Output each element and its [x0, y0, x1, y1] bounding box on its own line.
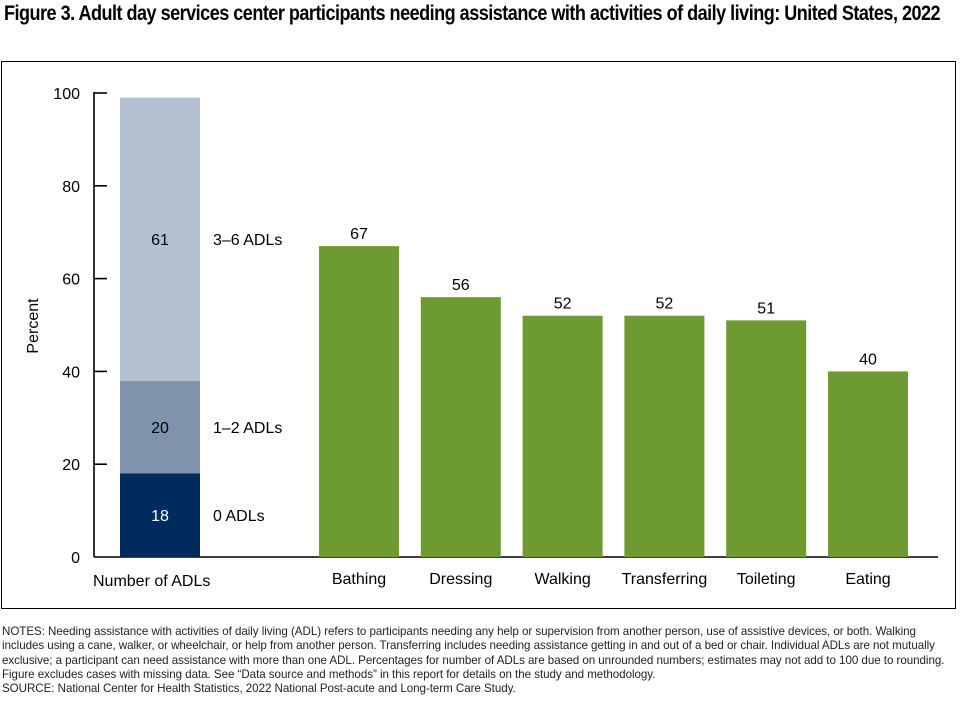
segment-legend-label: 1–2 ADLs [213, 420, 282, 437]
y-axis-label: Percent [25, 298, 42, 354]
stacked-segment-1-2-adls [120, 380, 200, 474]
chart-frame [1, 61, 956, 609]
x-category-label: Dressing [429, 571, 492, 588]
y-tick-label: 100 [53, 86, 80, 103]
bar-value-label: 40 [859, 351, 877, 368]
bar-transferring [624, 315, 705, 557]
bar-toileting [726, 320, 807, 557]
segment-legend-label: 0 ADLs [213, 508, 265, 525]
x-category-label: Transferring [622, 571, 708, 588]
bar-value-label: 51 [757, 300, 775, 317]
bar-value-label: 52 [554, 296, 572, 313]
y-tick-label: 60 [62, 272, 80, 289]
x-category-label: Walking [534, 571, 590, 588]
segment-value-label: 61 [151, 232, 169, 249]
segment-legend-label: 3–6 ADLs [213, 232, 282, 249]
stacked-segment-3-6-adls [120, 97, 200, 381]
bar-dressing [420, 297, 501, 557]
bar-walking [522, 315, 603, 557]
bar-eating [828, 371, 908, 557]
y-axis: 0 20 40 60 80 100 [53, 86, 938, 567]
x-category-label: Toileting [737, 571, 796, 588]
figure-title: Figure 3. Adult day services center part… [4, 2, 941, 25]
y-tick-label: 40 [62, 364, 80, 381]
notes-block: NOTES: Needing assistance with activitie… [2, 625, 958, 696]
bars [120, 97, 908, 557]
x-category-label: Eating [845, 571, 890, 588]
source-text: SOURCE: National Center for Health Stati… [2, 682, 516, 696]
x-category-label: Bathing [332, 571, 386, 588]
y-tick-label: 20 [62, 457, 80, 474]
y-tick-label: 0 [71, 550, 80, 567]
bar-value-label: 67 [350, 226, 368, 243]
stacked-segment-0-adls [120, 473, 200, 557]
bar-value-label: 52 [656, 296, 674, 313]
bar-bathing [319, 246, 399, 557]
y-tick-label: 80 [62, 179, 80, 196]
bar-value-label: 56 [452, 277, 470, 294]
labels: 18 0 ADLs 20 1–2 ADLs 61 3–6 ADLs Number of AD… [93, 226, 891, 590]
segment-value-label: 20 [151, 420, 169, 437]
notes-text: NOTES: Needing assistance with activitie… [2, 625, 945, 681]
x-category-label: Number of ADLs [93, 573, 210, 590]
segment-value-label: 18 [151, 508, 169, 525]
